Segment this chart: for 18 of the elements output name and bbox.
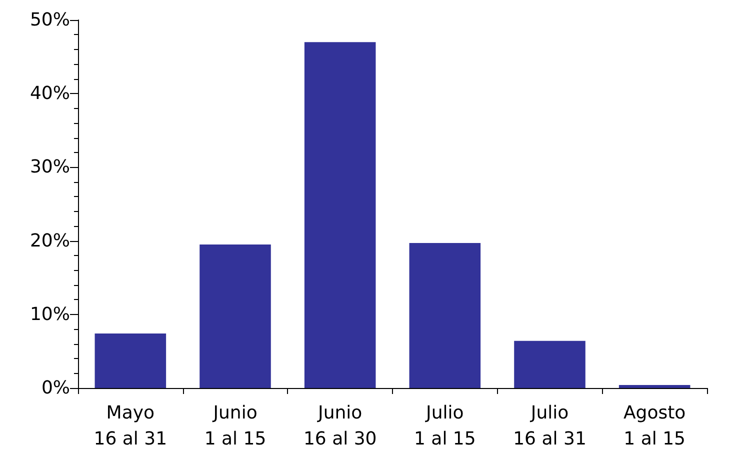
x-tick-label: Junio 16 al 30 — [303, 402, 377, 450]
y-tick-label: 10% — [30, 304, 70, 325]
y-tick-label: 0% — [41, 378, 70, 398]
x-tick-label: Junio 1 al 15 — [204, 402, 266, 450]
y-tick-label: 50% — [30, 10, 70, 30]
y-tick-label: 40% — [30, 83, 70, 104]
bar — [304, 42, 376, 388]
y-tick-label: 30% — [30, 156, 70, 178]
x-tick-label: Mayo 16 al 31 — [94, 402, 168, 450]
bar — [94, 334, 166, 388]
bar — [514, 340, 586, 388]
bar — [409, 243, 481, 388]
x-tick-label: Julio 16 al 31 — [513, 402, 586, 450]
y-tick-label: 20% — [30, 230, 70, 252]
x-tick-label: Agosto 1 al 15 — [623, 402, 686, 450]
x-tick-label: Julio 1 al 15 — [414, 402, 476, 450]
bar — [618, 385, 690, 388]
bar — [200, 244, 271, 388]
